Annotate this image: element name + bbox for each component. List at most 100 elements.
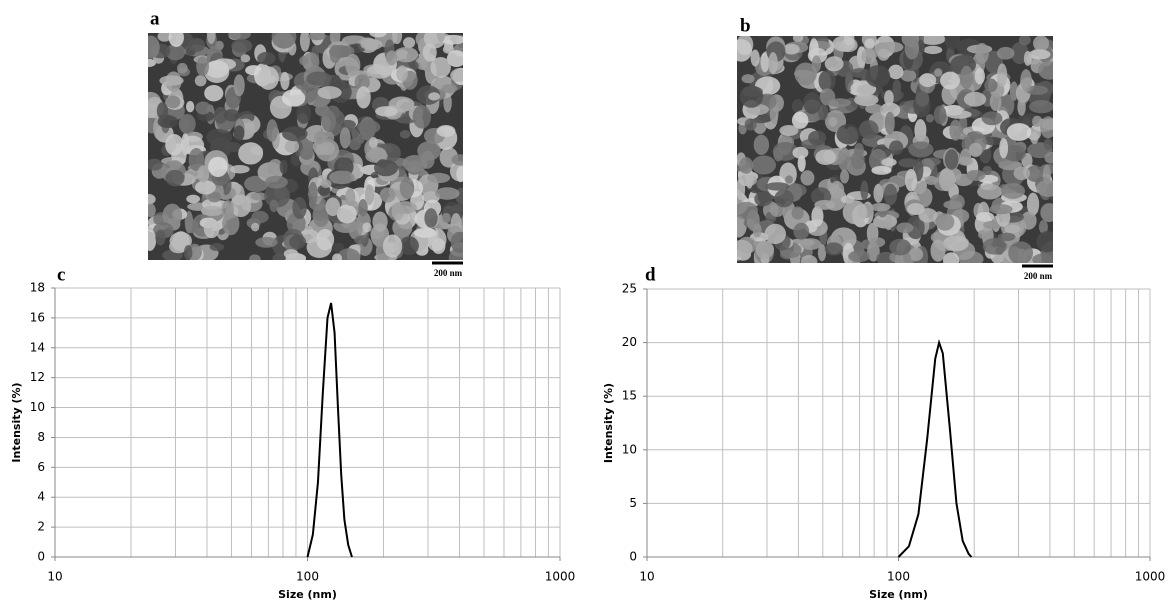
sem-grain — [1042, 164, 1051, 185]
sem-grain — [188, 147, 205, 172]
sem-grain — [739, 85, 764, 108]
sem-grain — [773, 147, 784, 162]
scale-bar-label: 200 nm — [1024, 271, 1053, 281]
sem-grain — [737, 201, 758, 220]
sem-grain — [861, 48, 876, 65]
y-tick-label: 8 — [37, 430, 45, 444]
panel-label: c — [57, 264, 65, 285]
sem-grain — [791, 99, 804, 114]
sem-grain — [783, 43, 800, 55]
sem-grain — [382, 234, 403, 258]
sem-grain — [354, 235, 366, 245]
sem-grain — [873, 183, 884, 203]
sem-grain — [159, 75, 184, 86]
sem-grain — [959, 148, 972, 166]
sem-grain — [919, 73, 937, 87]
sem-grain — [974, 67, 985, 85]
y-tick-label: 12 — [30, 370, 45, 384]
sem-grain — [272, 253, 287, 260]
sem-grain — [1013, 166, 1031, 181]
sem-grain — [774, 189, 794, 208]
y-tick-label: 0 — [629, 550, 637, 564]
sem-grain — [1026, 192, 1040, 216]
sem-grain — [744, 118, 757, 131]
sem-grain — [391, 201, 417, 215]
sem-grain — [316, 228, 335, 251]
sem-grain — [793, 222, 810, 240]
sem-grain — [1003, 144, 1026, 162]
sem-grain — [968, 142, 983, 157]
sem-grain — [249, 254, 261, 260]
sem-grain — [456, 165, 463, 183]
sem-grain — [814, 200, 835, 210]
sem-grain — [984, 78, 998, 93]
sem-grain — [240, 54, 251, 63]
sem-grain — [978, 229, 987, 239]
sem-grain — [349, 138, 361, 151]
sem-grain — [996, 46, 1015, 60]
sem-grain — [818, 70, 836, 92]
sem-grain — [768, 52, 778, 75]
sem-grain — [345, 188, 356, 207]
sem-grain — [977, 184, 1003, 200]
y-tick-label: 18 — [30, 281, 45, 295]
sem-grain — [231, 38, 253, 53]
sem-grain — [737, 177, 746, 201]
sem-grain — [919, 36, 946, 45]
sem-grain — [204, 84, 224, 102]
sem-grain — [750, 49, 760, 67]
sem-grain — [267, 158, 283, 176]
sem-grain — [941, 84, 957, 106]
sem-grain — [940, 71, 960, 90]
sem-grain — [301, 79, 318, 103]
data-line — [306, 302, 353, 558]
sem-grain — [194, 75, 207, 87]
sem-grain — [997, 232, 1016, 242]
sem-grain — [803, 92, 822, 115]
sem-grain — [282, 126, 308, 142]
sem-grain — [737, 239, 753, 258]
sem-grain — [375, 106, 398, 117]
sem-grain — [205, 60, 229, 78]
sem-grain — [824, 242, 844, 256]
sem-grain — [250, 192, 268, 201]
sem-grain — [848, 250, 870, 263]
sem-grain — [195, 180, 216, 195]
sem-grain — [982, 165, 992, 176]
x-tick-label: 10 — [639, 570, 654, 584]
sem-grain — [148, 158, 163, 171]
sem-image — [148, 33, 463, 260]
sem-grain — [360, 39, 383, 51]
sem-grain — [997, 63, 1008, 87]
y-tick-label: 10 — [622, 442, 637, 456]
sem-grain — [451, 154, 463, 166]
sem-grain — [177, 62, 188, 74]
sem-grain — [162, 203, 183, 228]
sem-grain — [362, 222, 372, 233]
sem-grain — [195, 101, 211, 115]
sem-grain — [800, 170, 815, 186]
sem-grain — [314, 129, 335, 146]
sem-grain — [754, 191, 773, 207]
sem-grain — [1006, 123, 1032, 141]
sem-grain — [850, 68, 870, 78]
sem-grain — [300, 147, 314, 160]
sem-grain — [925, 114, 935, 123]
sem-grain — [281, 89, 306, 107]
sem-grain — [1018, 36, 1031, 46]
sem-grain — [904, 37, 920, 60]
sem-grain — [213, 106, 228, 124]
sem-grain — [1040, 118, 1053, 130]
sem-grain — [859, 120, 879, 139]
sem-grain — [230, 194, 252, 218]
sem-grain — [1023, 50, 1032, 66]
sem-grain — [251, 210, 269, 224]
sem-grain — [764, 223, 786, 245]
sem-grain — [949, 119, 962, 141]
sem-grain — [808, 130, 827, 146]
sem-grain — [185, 100, 195, 113]
sem-grain — [206, 33, 216, 44]
sem-grain — [302, 52, 320, 72]
sem-grain — [417, 141, 441, 161]
sem-grain — [257, 51, 276, 65]
